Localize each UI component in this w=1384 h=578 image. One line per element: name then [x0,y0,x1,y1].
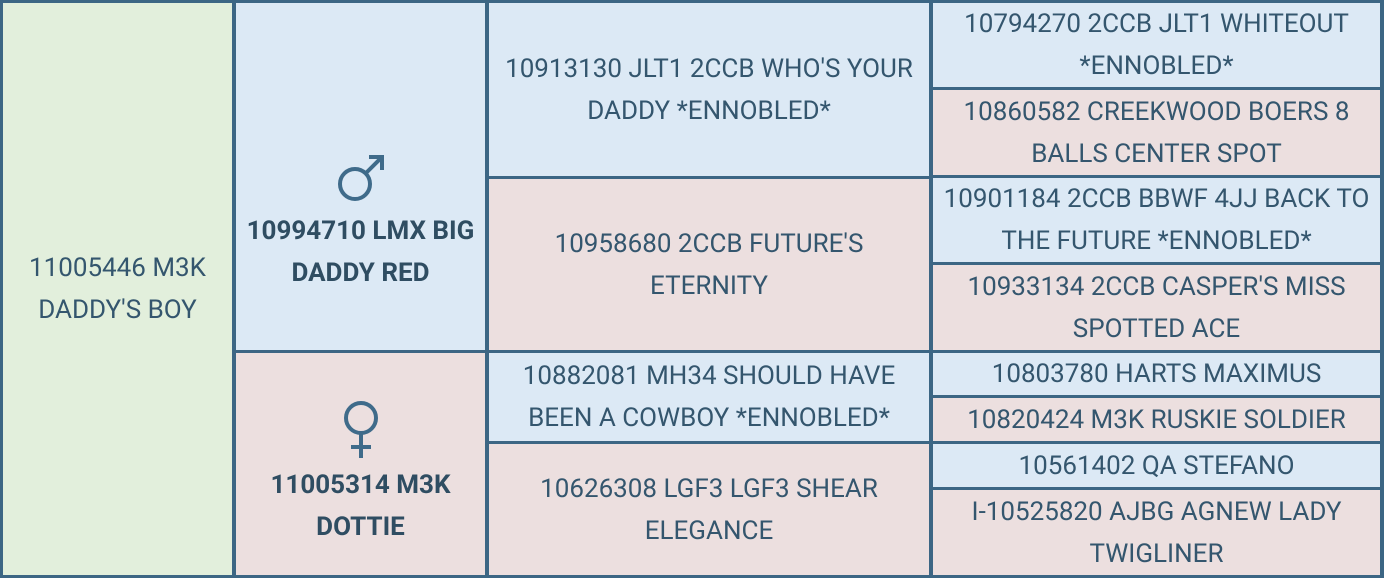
great-grandparent-name: 10794270 2CCB JLT1 WHITEOUT *ENNOBLED* [964,9,1349,81]
great-grandparent-name: 10803780 HARTS MAXIMUS [991,359,1322,389]
subject: 11005446 M3K DADDY'S BOY [3,3,232,575]
great-grandparent: 10933134 2CCB CASPER'S MISS SPOTTED ACE [933,265,1380,350]
great-grandparent-name: 10860582 CREEKWOOD BOERS 8 BALLS CENTER … [963,96,1350,169]
great-grandparent-name: 10561402 QA STEFANO [1018,450,1295,481]
grandparent-name: 10958680 2CCB FUTURE'S ETERNITY [554,228,864,301]
male-icon [337,154,384,201]
great-grandparent-name: 10820424 M3K RUSKIE SOLDIER [967,404,1346,435]
great-grandparent-name: I-10525820 AJBG AGNEW LADY TWIGLINER [971,496,1342,569]
grandparent-name: 10626308 LGF3 LGF3 SHEAR ELEGANCE [540,473,878,546]
sire-name: 10994710 LMX BIG DADDY RED [246,215,475,288]
dam-cell: 11005314 M3K DOTTIE [236,353,485,575]
great-grandparent: 10561402 QA STEFANO [933,444,1380,487]
great-grandparent: 10794270 2CCB JLT1 WHITEOUT *ENNOBLED* [933,3,1380,87]
grandparent: 10882081 MH34 SHOULD HAVE BEEN A COWBOY … [489,353,929,441]
sire-cell: 10994710 LMX BIG DADDY RED [236,3,485,350]
grandparent-name: 10913130 JLT1 2CCB WHO'S YOUR DADDY *ENN… [505,53,913,126]
subject-name: 11005446 M3K DADDY'S BOY [29,253,206,325]
dam-name: 11005314 M3K DOTTIE [270,470,451,542]
grandparent: 10958680 2CCB FUTURE'S ETERNITY [489,179,929,350]
great-grandparent-name: 10933134 2CCB CASPER'S MISS SPOTTED ACE [967,271,1346,344]
great-grandparent: I-10525820 AJBG AGNEW LADY TWIGLINER [933,490,1380,575]
great-grandparent: 10803780 HARTS MAXIMUS [933,353,1380,395]
female-icon [343,401,378,458]
great-grandparent-name: 10901184 2CCB BBWF 4JJ BACK TO THE FUTUR… [943,184,1370,256]
great-grandparent: 10820424 M3K RUSKIE SOLDIER [933,398,1380,441]
grandparent: 10626308 LGF3 LGF3 SHEAR ELEGANCE [489,444,929,575]
great-grandparent: 10860582 CREEKWOOD BOERS 8 BALLS CENTER … [933,90,1380,175]
grandparent: 10913130 JLT1 2CCB WHO'S YOUR DADDY *ENN… [489,3,929,176]
grandparent-name: 10882081 MH34 SHOULD HAVE BEEN A COWBOY … [522,361,896,433]
great-grandparent: 10901184 2CCB BBWF 4JJ BACK TO THE FUTUR… [933,178,1380,262]
